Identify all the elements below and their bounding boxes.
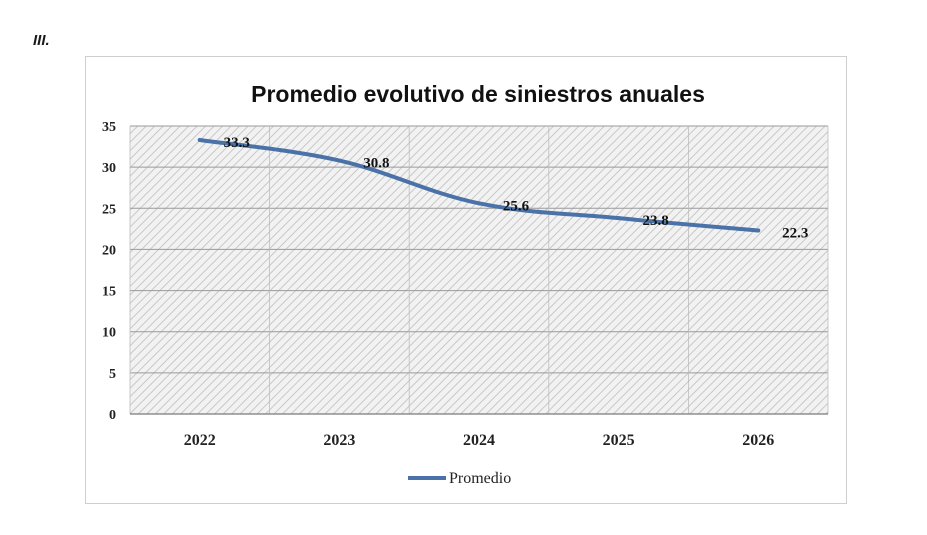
y-tick-label: 15 [102,285,116,300]
y-tick-label: 25 [102,202,116,217]
data-point [756,228,761,233]
data-label: 23.8 [642,213,668,229]
data-label: 30.8 [363,156,389,172]
x-axis: 2022 2023 2024 2025 2026 [184,432,774,449]
gridlines [129,125,829,415]
legend-label-promedio: Promedio [449,470,511,487]
data-label: 22.3 [782,226,808,242]
data-point [337,158,342,163]
y-axis: 0 5 10 15 20 25 30 35 [102,120,116,423]
data-label: 33.3 [224,135,250,151]
legend[interactable]: Promedio [408,470,511,487]
y-tick-label: 0 [109,408,116,423]
x-tick-label: 2026 [742,432,774,449]
x-tick-label: 2023 [323,432,355,449]
section-label: III. [33,32,50,49]
x-tick-label: 2022 [184,432,216,449]
data-point [197,137,202,142]
data-point [477,201,481,206]
chart-title: Promedio evolutivo de siniestros anuales [251,81,705,107]
plot-area [130,126,828,414]
x-tick-label: 2025 [603,432,635,449]
y-tick-label: 5 [109,367,116,382]
y-tick-label: 30 [102,161,116,176]
x-tick-label: 2024 [463,432,495,449]
data-point [616,216,621,221]
data-label: 25.6 [503,198,530,214]
y-tick-label: 10 [102,326,116,341]
y-tick-label: 35 [102,120,116,135]
series-layer [197,137,761,233]
y-tick-label: 20 [102,243,116,258]
data-labels: 33.3 30.8 25.6 23.8 22.3 [224,135,809,242]
